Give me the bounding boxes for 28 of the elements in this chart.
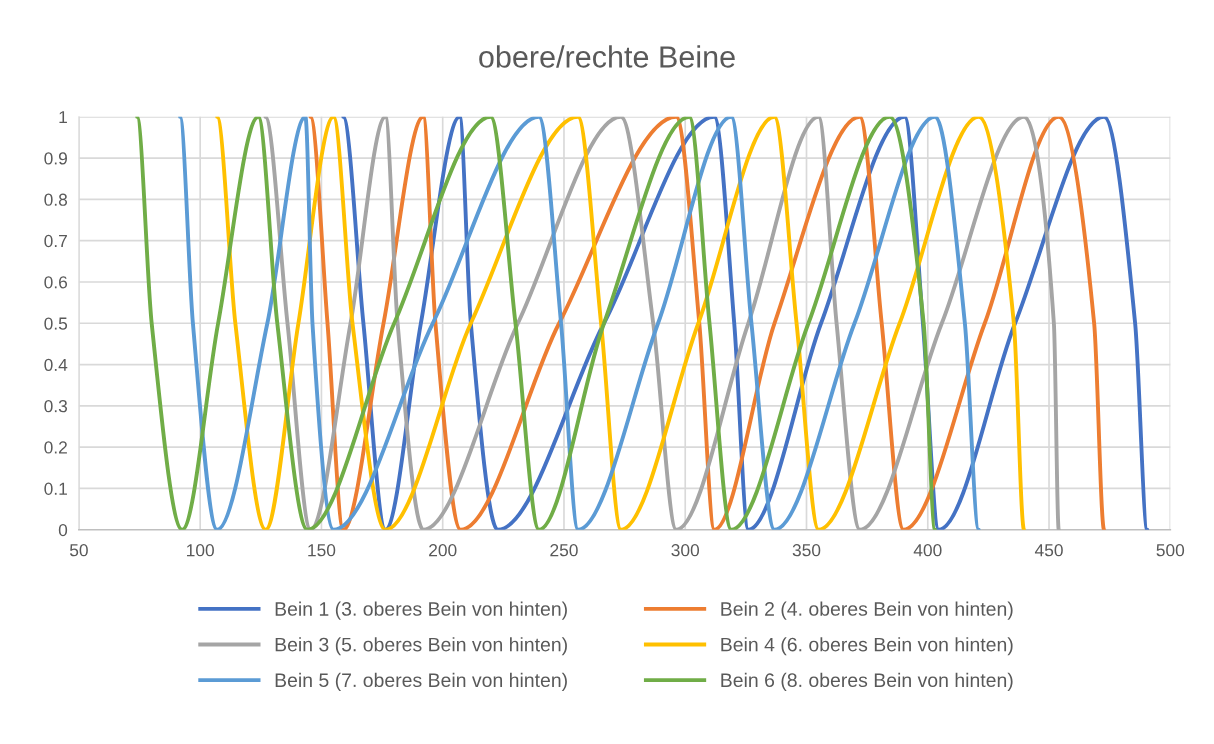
x-tick-label: 100	[187, 544, 214, 557]
x-tick-label: 350	[792, 544, 821, 557]
y-tick-label: 0.1	[44, 482, 67, 495]
y-tick-label: 0.2	[44, 441, 67, 454]
legend-label: Bein 6 (8. oberes Bein von hinten)	[721, 672, 1013, 691]
legend-label: Bein 3 (5. oberes Bein von hinten)	[275, 637, 567, 656]
y-tick-label: 0	[58, 523, 68, 537]
y-tick-label: 0.6	[44, 276, 68, 289]
y-tick-label: 0.4	[44, 358, 68, 372]
y-tick-label: 0.3	[44, 400, 68, 413]
chart-title: obere/rechte Beine	[479, 45, 735, 68]
legend-label: Bein 2 (4. oberes Bein von hinten)	[721, 601, 1013, 620]
y-tick-label: 0.7	[44, 234, 67, 248]
y-tick-label: 1	[59, 111, 67, 124]
x-tick-label: 400	[913, 544, 942, 557]
x-tick-label: 200	[429, 544, 457, 557]
legend-label: Bein 5 (7. oberes Bein von hinten)	[275, 672, 567, 691]
y-tick-label: 0.8	[44, 193, 68, 206]
legend-label: Bein 1 (3. oberes Bein von hinten)	[275, 601, 567, 620]
x-tick-label: 150	[308, 544, 336, 557]
y-tick-label: 0.9	[44, 152, 67, 165]
x-tick-label: 450	[1034, 544, 1063, 557]
x-tick-label: 50	[69, 544, 88, 557]
x-tick-label: 250	[550, 544, 578, 557]
legend-label: Bein 4 (6. oberes Bein von hinten)	[721, 637, 1013, 656]
y-tick-label: 0.5	[44, 317, 68, 330]
x-tick-label: 300	[671, 544, 700, 557]
x-tick-label: 500	[1156, 544, 1185, 557]
